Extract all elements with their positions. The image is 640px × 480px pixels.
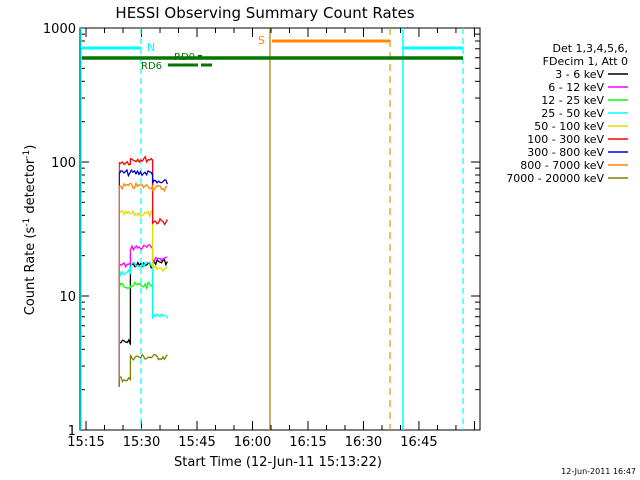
x-tick-label: 15:15 <box>67 435 104 450</box>
x-tick-label: 16:00 <box>234 435 271 450</box>
series-50-100kev <box>118 209 168 387</box>
y-axis: 1 10 100 1000 <box>43 22 480 439</box>
series-line <box>119 257 168 345</box>
legend-header-2: FDecim 1, Att 0 <box>543 55 628 68</box>
y-label-main: Count Rate (s <box>23 227 38 316</box>
series-12-25kev <box>118 280 153 387</box>
night-label: N <box>147 41 155 54</box>
x-tick-label: 15:45 <box>178 435 215 450</box>
series-line <box>119 181 168 193</box>
y-label-end: ) <box>23 145 38 150</box>
y-tick-label: 1 <box>68 424 76 439</box>
saa-label: S <box>258 34 265 47</box>
x-tick-label: 16:45 <box>400 435 437 450</box>
plot-frame <box>79 27 481 431</box>
y-tick-label: 10 <box>59 290 76 305</box>
y-tick-label: 1000 <box>43 22 76 37</box>
series-group <box>118 155 169 387</box>
decimation-flags: RD6 RD0 <box>82 52 463 72</box>
chart-title: HESSI Observing Summary Count Rates <box>115 4 414 22</box>
footer-timestamp: 12-Jun-2011 16:47 <box>561 467 636 476</box>
legend-label: 12 - 25 keV <box>541 94 604 107</box>
x-axis-label: Start Time (12-Jun-11 15:13:22) <box>174 455 382 470</box>
y-axis-label: Count Rate (s-1 detector-1) <box>22 145 38 316</box>
legend-header-1: Det 1,3,4,5,6, <box>552 42 628 55</box>
rd0-label: RD0 <box>174 52 195 63</box>
series-line <box>119 209 168 273</box>
flag-dot <box>198 55 202 58</box>
x-tick-label: 16:30 <box>345 435 382 450</box>
legend: Det 1,3,4,5,6, FDecim 1, Att 0 3 - 6 keV… <box>506 42 628 185</box>
series-300-800kev <box>118 168 169 387</box>
y-tick-label: 100 <box>51 156 76 171</box>
y-label-sup2: -1 <box>22 150 32 159</box>
series-line <box>118 280 153 291</box>
series-25-50kev <box>118 261 168 387</box>
legend-label: 6 - 12 keV <box>548 81 604 94</box>
series-100-300kev <box>118 155 168 387</box>
series-line <box>118 353 168 383</box>
series-7000-20000kev <box>118 353 168 387</box>
legend-label: 800 - 7000 keV <box>520 159 604 172</box>
legend-label: 50 - 100 keV <box>534 120 604 133</box>
legend-label: 300 - 800 keV <box>527 146 604 159</box>
series-line <box>118 261 168 320</box>
legend-label: 25 - 50 keV <box>541 107 604 120</box>
y-label-sup1: -1 <box>22 218 32 227</box>
series-line <box>118 244 168 269</box>
series-3-6kev <box>118 257 168 387</box>
legend-label: 100 - 300 keV <box>527 133 604 146</box>
series-800-7000kev <box>118 181 168 387</box>
legend-label: 3 - 6 keV <box>555 68 604 81</box>
legend-label: 7000 - 20000 keV <box>506 172 604 185</box>
night-flags: N <box>80 28 464 430</box>
x-axis: 15:15 15:30 15:45 16:00 16:15 16:30 16:45 <box>67 28 475 450</box>
series-line <box>118 155 168 226</box>
rd6-label: RD6 <box>141 61 162 72</box>
series-line <box>118 168 169 185</box>
saa-flags: S <box>258 28 391 430</box>
x-tick-label: 15:30 <box>123 435 160 450</box>
x-tick-label: 16:15 <box>289 435 326 450</box>
y-label-mid: detector <box>23 158 38 218</box>
